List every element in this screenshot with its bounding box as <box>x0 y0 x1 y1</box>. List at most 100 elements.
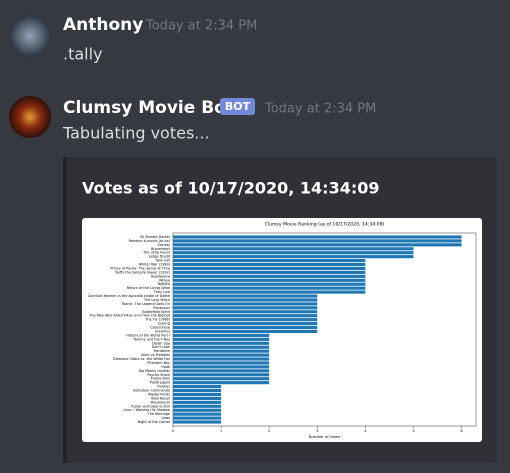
y-tick-label: The Marriage <box>147 412 170 416</box>
embed-title: Votes as of 10/17/2020, 14:34:09 <box>82 179 380 198</box>
bar <box>173 388 222 393</box>
x-tick-label: 2 <box>268 429 270 433</box>
bar <box>173 381 270 385</box>
y-tick-label: The Love Witch <box>143 298 170 302</box>
y-tick-label: Battlefield Earth <box>142 310 170 314</box>
bar <box>173 255 414 259</box>
y-tick-label: Cyborg <box>158 322 170 326</box>
y-tick-label: Purple Rain <box>151 377 170 381</box>
y-tick-label: Tank Girl <box>154 259 170 263</box>
x-tick-label: 4 <box>364 429 367 433</box>
y-tick-label: Tucker and Dale vs Evil <box>130 404 170 408</box>
message: .tally <box>63 45 103 64</box>
y-tick-label: Total Recall <box>150 396 170 400</box>
y-tick-label: History of the World Part I <box>126 333 170 337</box>
y-tick-label: Return of the Living Dead <box>127 286 170 290</box>
y-tick-label: Braveheart <box>151 247 171 251</box>
bar <box>173 318 318 322</box>
y-tick-label: Tammy and the T-Rex <box>132 337 170 341</box>
y-tick-label: Ravenous <box>153 306 170 310</box>
y-tick-label: Psycho Shark <box>147 373 170 377</box>
bar <box>173 325 318 330</box>
y-tick-label: Don't Look <box>152 345 170 349</box>
y-tick-label: The Fly (1986) <box>144 318 170 322</box>
bar <box>173 416 222 420</box>
chart-title: Clumsy Movie Ranking (as of 10/17/2020, … <box>265 222 385 228</box>
bar <box>173 322 318 326</box>
bar <box>173 341 270 345</box>
bar <box>173 385 222 389</box>
bot-badge <box>220 98 255 115</box>
message: Tabulating votes... <box>62 124 210 143</box>
y-tick-label: Hardware <box>154 349 170 353</box>
embed-border <box>63 157 67 463</box>
y-tick-label: Prince of Persia: The Sands of Time <box>110 266 170 270</box>
y-tick-label: Night of the Comet <box>138 420 171 424</box>
y-tick-label: Suburban Commando <box>133 389 170 393</box>
y-tick-label: Lexx: I Worship His Shadow <box>123 408 170 412</box>
bar <box>173 377 270 381</box>
bar <box>173 400 222 404</box>
y-tick-label: Masterminds <box>148 392 170 396</box>
bar <box>173 247 414 251</box>
y-tick-label: They Live <box>153 290 170 294</box>
bar <box>173 333 270 337</box>
bar <box>173 329 318 334</box>
x-tick-label: 0 <box>172 429 175 433</box>
plot-frame <box>172 232 477 427</box>
y-tick-label: Buffy the Vampire Slayer (1992) <box>115 270 170 274</box>
bar <box>173 337 270 341</box>
bar <box>173 239 462 243</box>
y-tick-label: Alien vs Predator <box>141 353 170 357</box>
bar <box>173 251 414 255</box>
bar <box>173 278 366 282</box>
bar <box>173 290 366 294</box>
x-tick-label: 3 <box>316 429 318 433</box>
bar <box>173 349 270 353</box>
bar <box>173 298 318 302</box>
y-tick-label: Diamond Cobra vs. the White Fox <box>113 357 170 361</box>
y-tick-label: Beetlejuice <box>151 274 170 278</box>
bar <box>173 369 270 373</box>
y-tick-label: The Little Hours <box>142 251 170 255</box>
bar <box>173 302 318 306</box>
x-tick-label: 6 <box>460 429 463 433</box>
y-tick-label: Flubber <box>157 385 170 389</box>
bar <box>173 396 222 400</box>
y-tick-label: Titanic: The Legend Goes On <box>120 302 170 306</box>
bar <box>173 259 366 263</box>
bar <box>173 286 366 290</box>
bar <box>173 357 270 361</box>
y-tick-label: Willow <box>159 278 170 282</box>
bar <box>173 373 270 377</box>
y-tick-label: The Man Who Killed Hitler and Then the B… <box>88 314 170 318</box>
bar <box>173 235 462 239</box>
y-tick-label: Society <box>158 243 170 247</box>
x-tick-label: 5 <box>412 429 414 433</box>
avatar[interactable] <box>9 96 51 138</box>
avatar[interactable] <box>9 15 51 57</box>
y-tick-label: Hook <box>161 365 170 369</box>
bar <box>173 412 222 416</box>
y-tick-label: Poultrygeist <box>150 381 171 385</box>
y-tick-label: Judge Dredd <box>148 255 170 259</box>
bar <box>173 404 222 408</box>
bar <box>173 262 366 267</box>
chart: Clumsy Movie Ranking (as of 10/17/2020, … <box>88 222 477 439</box>
y-tick-label: Random b-movie (to be) <box>129 239 171 243</box>
y-tick-label: Winter War (1989) <box>139 263 171 267</box>
bar <box>173 282 366 286</box>
y-tick-label: 50 Shades Darker <box>140 235 171 239</box>
bar <box>173 420 222 424</box>
bar <box>173 408 222 412</box>
bar <box>173 243 462 247</box>
bar <box>173 353 270 357</box>
author[interactable]: Clumsy Movie Bot <box>63 98 234 118</box>
y-tick-label: Gremlins <box>155 329 170 333</box>
author[interactable]: Anthony <box>63 15 143 35</box>
y-tick-label: Cyberchase <box>150 326 170 330</box>
y-tick-label: Mausoleum <box>151 400 171 404</box>
bar <box>173 345 270 349</box>
badge-text: BOT <box>225 100 251 113</box>
